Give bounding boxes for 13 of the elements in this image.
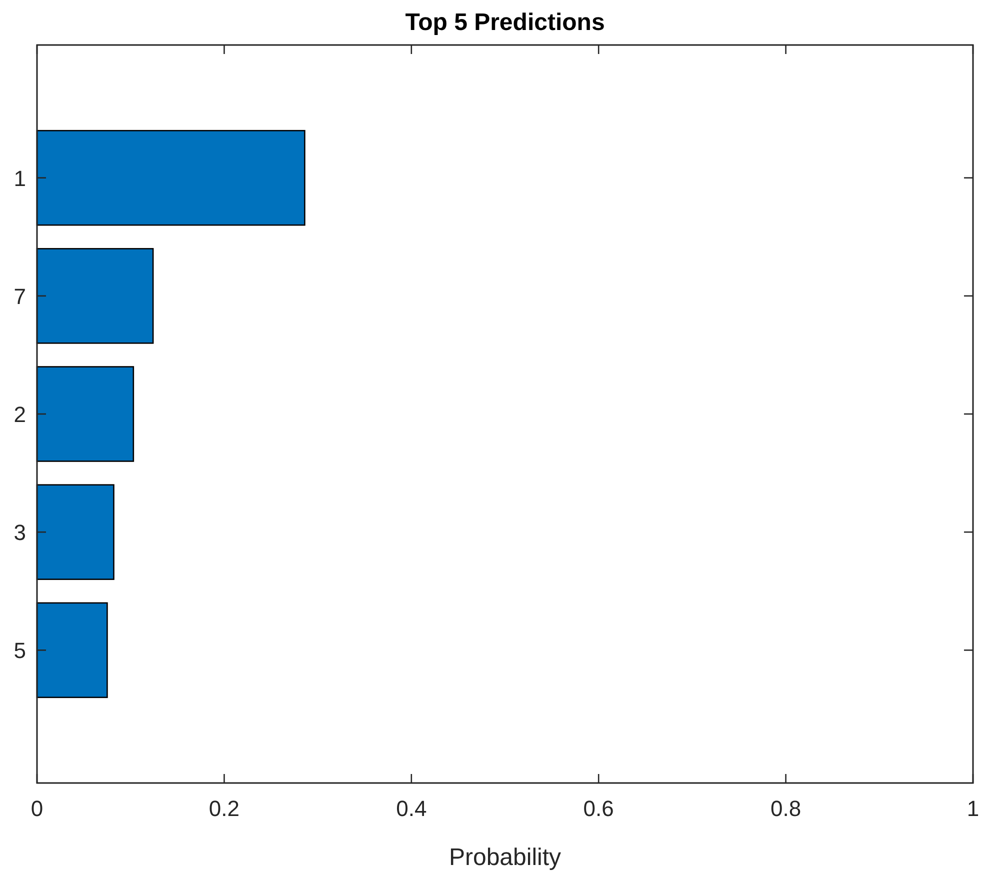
chart-title: Top 5 Predictions [405,9,605,36]
y-tick-label: 2 [14,402,26,427]
y-tick-label: 3 [14,520,26,546]
x-tick-label: 0.6 [583,796,614,821]
y-tick-label: 5 [14,638,26,664]
y-tick-label: 7 [14,284,26,309]
x-tick-label: 0.4 [396,796,427,821]
y-tick-label: 1 [14,166,26,191]
x-tick-label: 0.2 [208,796,240,821]
x-tick-label: 0 [30,796,44,821]
x-tick-label: 0.8 [770,796,802,821]
x-tick-label: 1 [966,796,980,821]
x-axis-title: Probability [448,844,562,871]
